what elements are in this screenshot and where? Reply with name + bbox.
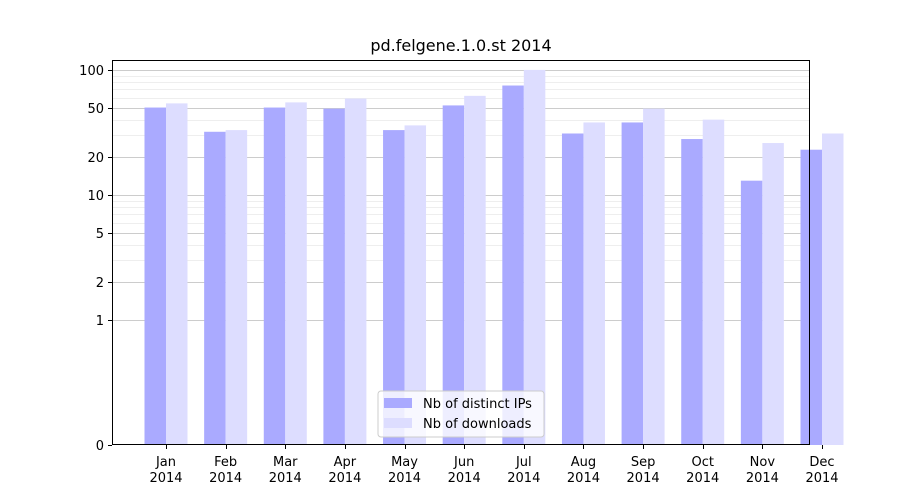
x-tick-label-year: 2014	[805, 471, 838, 486]
x-tick-label-month: Sep	[631, 455, 656, 470]
x-tick-label-year: 2014	[209, 471, 242, 486]
x-tick-label-year: 2014	[269, 471, 302, 486]
y-tick-label: 100	[79, 64, 104, 79]
bar-distinct-ips-1	[144, 107, 166, 446]
bar-distinct-ips-12	[800, 149, 822, 446]
bar-distinct-ips-10	[681, 139, 703, 445]
bar-downloads-10	[702, 119, 725, 446]
legend-label: Nb of distinct IPs	[423, 397, 532, 412]
bar-downloads-6	[464, 95, 486, 446]
chart-title: pd.felgene.1.0.st 2014	[370, 36, 551, 55]
bar-downloads-3	[285, 102, 307, 445]
y-tick-label: 50	[87, 102, 104, 117]
bar-distinct-ips-4	[323, 108, 345, 445]
x-tick-label-month: Jul	[515, 455, 532, 470]
x-tick-label-year: 2014	[746, 471, 779, 486]
bar-downloads-7	[523, 69, 546, 446]
bar-distinct-ips-5	[383, 130, 405, 445]
bar-downloads-9	[643, 108, 665, 445]
x-tick-label-month: Nov	[750, 455, 776, 470]
bar-downloads-2	[225, 130, 248, 445]
x-tick-label-year: 2014	[388, 471, 421, 486]
bar-distinct-ips-6	[442, 105, 465, 446]
bar-distinct-ips-11	[740, 180, 763, 445]
x-tick-label-month: Dec	[809, 455, 834, 470]
y-tick-label: 20	[87, 151, 104, 166]
x-tick-label-year: 2014	[507, 471, 540, 486]
legend-label: Nb of downloads	[423, 417, 532, 432]
bar-downloads-1	[166, 103, 188, 446]
bar-downloads-12	[822, 133, 844, 445]
plot-frame	[112, 60, 810, 445]
x-tick-label-month: Aug	[571, 455, 596, 470]
x-tick-label-month: Apr	[334, 455, 357, 470]
legend: Nb of distinct IPs Nb of downloads	[377, 390, 545, 438]
legend-box	[377, 390, 545, 438]
bar-downloads-4	[344, 98, 367, 446]
x-tick-label-month: Jun	[453, 455, 474, 470]
x-tick-label-year: 2014	[149, 471, 182, 486]
y-tick-label: 5	[96, 227, 104, 242]
legend-swatch	[384, 418, 412, 428]
y-tick-label: 10	[87, 189, 104, 204]
x-tick-label-year: 2014	[627, 471, 660, 486]
bar-downloads-5	[404, 125, 427, 445]
y-tick-label: 1	[96, 314, 104, 329]
x-tick-label-year: 2014	[567, 471, 600, 486]
bar-distinct-ips-7	[502, 85, 524, 445]
legend-swatch	[384, 398, 412, 408]
x-tick-label-month: May	[391, 455, 418, 470]
bar-distinct-ips-3	[263, 107, 286, 446]
x-tick-label-year: 2014	[448, 471, 481, 486]
x-tick-label-month: Feb	[214, 455, 237, 470]
bar-downloads-8	[583, 122, 605, 445]
x-tick-label-month: Oct	[691, 455, 713, 470]
y-tick-label: 0	[96, 439, 104, 454]
bar-distinct-ips-8	[561, 133, 584, 445]
bars-layer	[144, 69, 844, 446]
x-axis: Jan2014Feb2014Mar2014Apr2014May2014Jun20…	[149, 445, 839, 486]
x-tick-label-year: 2014	[686, 471, 719, 486]
bar-downloads-11	[762, 143, 784, 445]
bar-distinct-ips-2	[204, 131, 226, 445]
x-tick-label-month: Mar	[273, 455, 298, 470]
bar-distinct-ips-9	[621, 122, 644, 445]
y-axis: 0 1 2 5 10 20 50 100	[79, 64, 112, 454]
x-tick-label-month: Jan	[155, 455, 176, 470]
x-tick-label-year: 2014	[328, 471, 361, 486]
y-tick-label: 2	[96, 276, 104, 291]
